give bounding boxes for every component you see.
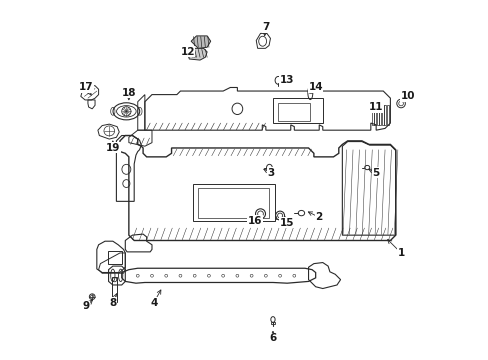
Polygon shape xyxy=(187,48,207,60)
Bar xyxy=(272,98,322,123)
Text: 13: 13 xyxy=(279,75,294,85)
Text: 9: 9 xyxy=(82,301,89,311)
Bar xyxy=(374,105,375,125)
Bar xyxy=(376,105,378,125)
Text: 14: 14 xyxy=(308,82,322,93)
Text: 16: 16 xyxy=(247,216,262,226)
Bar xyxy=(192,184,274,221)
Bar xyxy=(198,188,269,219)
Text: 1: 1 xyxy=(397,248,404,258)
Bar xyxy=(379,105,380,125)
Text: 17: 17 xyxy=(79,82,93,93)
Text: 12: 12 xyxy=(180,47,194,57)
Text: 5: 5 xyxy=(372,168,379,178)
Text: 18: 18 xyxy=(122,88,136,98)
Bar xyxy=(278,103,310,121)
Bar xyxy=(371,105,373,125)
Bar xyxy=(386,105,388,125)
Text: 6: 6 xyxy=(269,333,276,343)
Text: 11: 11 xyxy=(368,102,383,112)
Bar xyxy=(384,105,386,125)
Text: 3: 3 xyxy=(267,168,274,178)
Bar xyxy=(381,105,383,125)
Text: 10: 10 xyxy=(400,91,415,102)
Text: 19: 19 xyxy=(105,143,120,153)
Text: 8: 8 xyxy=(109,298,116,308)
Polygon shape xyxy=(191,36,210,48)
Text: 15: 15 xyxy=(279,218,294,228)
Text: 2: 2 xyxy=(315,212,322,222)
Text: 4: 4 xyxy=(150,298,157,308)
Text: 7: 7 xyxy=(262,22,269,32)
Bar xyxy=(107,251,122,264)
